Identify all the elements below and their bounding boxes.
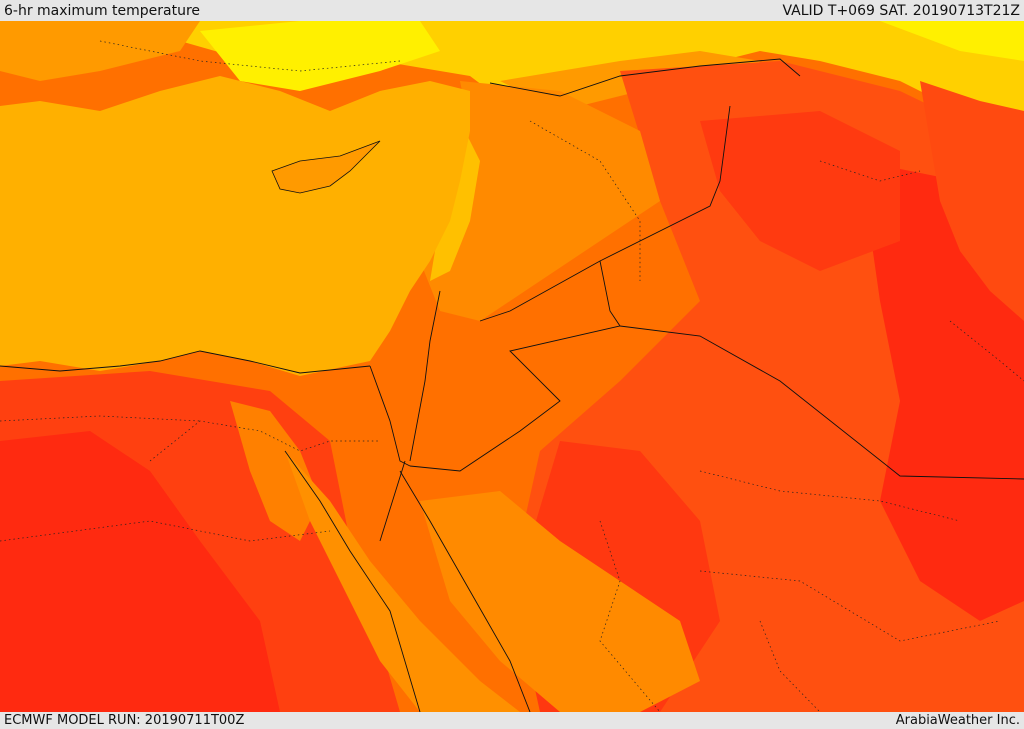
turkey-bright-yellow [200, 21, 1024, 91]
red-sea [285, 451, 520, 712]
turkey-orange [0, 21, 760, 111]
levant-orange [420, 81, 660, 321]
footer-bar: ECMWF MODEL RUN: 20190711T00Z ArabiaWeat… [0, 712, 1024, 729]
egypt-red [0, 431, 280, 712]
header-bar: 6-hr maximum temperature VALID T+069 SAT… [0, 0, 1024, 21]
nile-orange [230, 401, 320, 541]
persian-gulf [920, 81, 1024, 321]
iraq-red [700, 111, 900, 271]
credit: ArabiaWeather Inc. [895, 713, 1020, 728]
arabia-light [420, 491, 700, 712]
cyprus-island [271, 140, 381, 194]
province-borders [0, 40, 1024, 712]
valid-time: VALID T+069 SAT. 20190713T21Z [782, 2, 1020, 19]
temperature-map[interactable] [0, 21, 1024, 712]
model-run: ECMWF MODEL RUN: 20190711T00Z [4, 713, 245, 728]
country-borders [0, 58, 1024, 712]
map-title: 6-hr maximum temperature [4, 2, 201, 19]
